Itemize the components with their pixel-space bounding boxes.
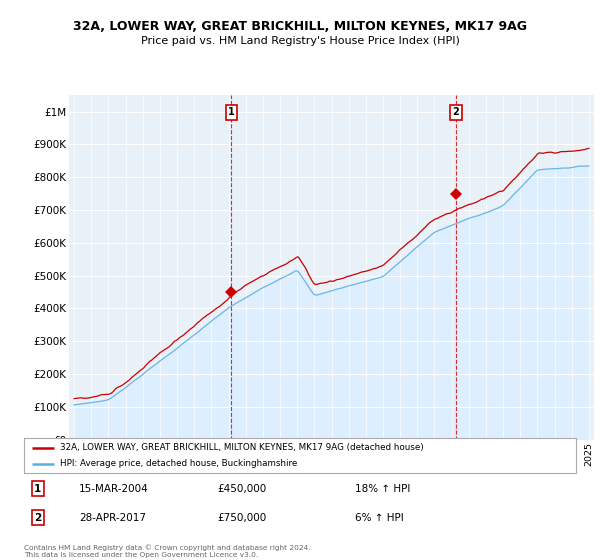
Text: £750,000: £750,000 xyxy=(217,513,266,523)
Text: 28-APR-2017: 28-APR-2017 xyxy=(79,513,146,523)
Text: HPI: Average price, detached house, Buckinghamshire: HPI: Average price, detached house, Buck… xyxy=(60,459,297,468)
Text: 1: 1 xyxy=(34,484,41,494)
Text: 15-MAR-2004: 15-MAR-2004 xyxy=(79,484,149,494)
Text: Price paid vs. HM Land Registry's House Price Index (HPI): Price paid vs. HM Land Registry's House … xyxy=(140,36,460,46)
Text: 2: 2 xyxy=(452,108,459,118)
Text: 18% ↑ HPI: 18% ↑ HPI xyxy=(355,484,410,494)
Text: 2: 2 xyxy=(34,513,41,523)
Text: 32A, LOWER WAY, GREAT BRICKHILL, MILTON KEYNES, MK17 9AG: 32A, LOWER WAY, GREAT BRICKHILL, MILTON … xyxy=(73,20,527,32)
Text: 1: 1 xyxy=(228,108,235,118)
Text: 6% ↑ HPI: 6% ↑ HPI xyxy=(355,513,404,523)
Text: 32A, LOWER WAY, GREAT BRICKHILL, MILTON KEYNES, MK17 9AG (detached house): 32A, LOWER WAY, GREAT BRICKHILL, MILTON … xyxy=(60,444,424,452)
Text: £450,000: £450,000 xyxy=(217,484,266,494)
Text: Contains HM Land Registry data © Crown copyright and database right 2024.
This d: Contains HM Land Registry data © Crown c… xyxy=(24,544,311,558)
